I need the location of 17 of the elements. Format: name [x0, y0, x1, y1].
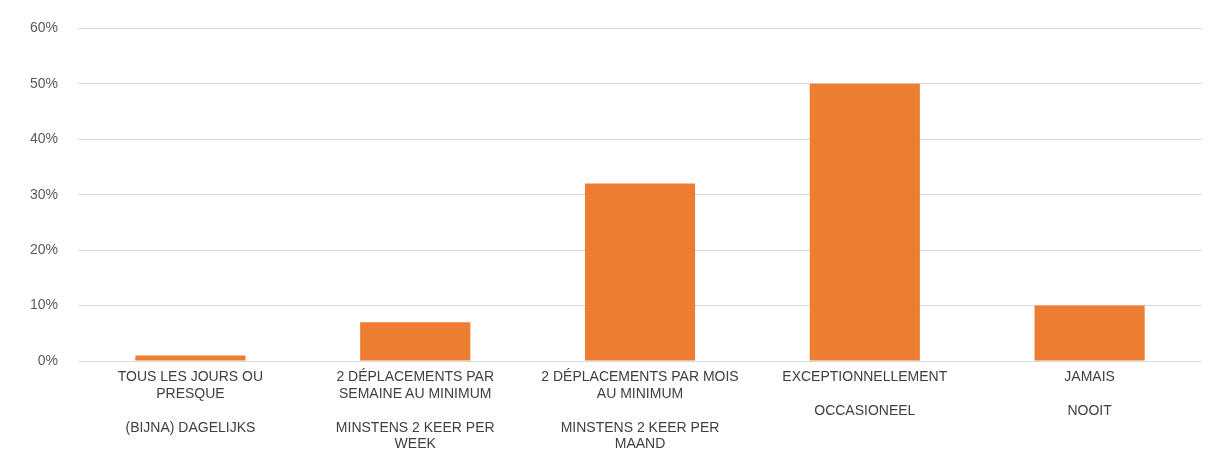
- y-tick-label: 40%: [29, 130, 59, 147]
- y-tick-label: 0%: [37, 351, 59, 368]
- y-tick-label: 20%: [29, 240, 59, 257]
- y-tick-label: 30%: [29, 185, 59, 202]
- category-label: 2 DÉPLACEMENTS PAR SEMAINE AU MINIMUM MINSTENS 2 KEER PER WEEK: [335, 368, 495, 452]
- y-tick-label: 60%: [29, 19, 59, 36]
- bar: [584, 183, 696, 361]
- bar: [1034, 305, 1145, 361]
- bar: [360, 322, 471, 361]
- category-label: TOUS LES JOURS OU PRESQUE (BIJNA) DAGELIJKS: [117, 368, 264, 435]
- category-label: 2 DÉPLACEMENTS PAR MOIS AU MINIMUM MINSTENS 2 KEER PER MAAND: [541, 368, 739, 452]
- category-label: EXCEPTIONNELLEMENT OCCASIONEEL: [782, 368, 948, 418]
- y-tick-label: 10%: [29, 296, 59, 313]
- category-label: JAMAIS NOOIT: [1064, 368, 1115, 418]
- bar: [809, 83, 920, 361]
- y-tick-label: 50%: [29, 74, 59, 91]
- bar: [135, 355, 246, 361]
